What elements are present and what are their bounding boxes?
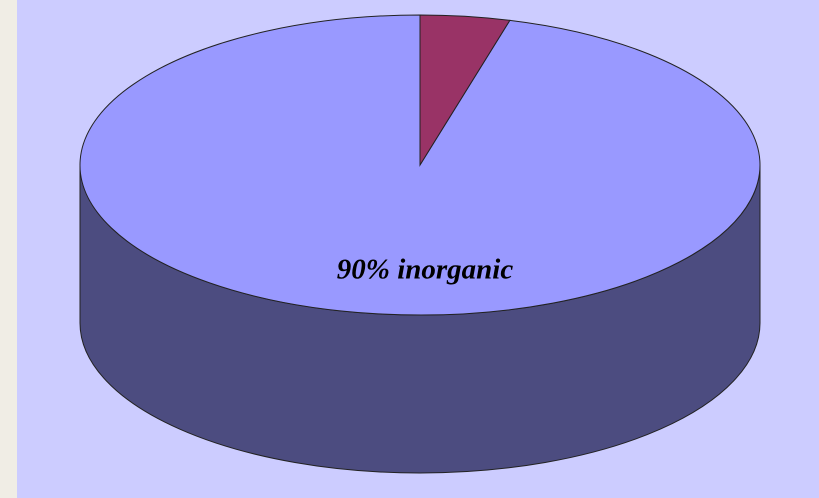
slice-label: 90% inorganic <box>337 254 514 286</box>
pie-slice <box>419 14 511 167</box>
